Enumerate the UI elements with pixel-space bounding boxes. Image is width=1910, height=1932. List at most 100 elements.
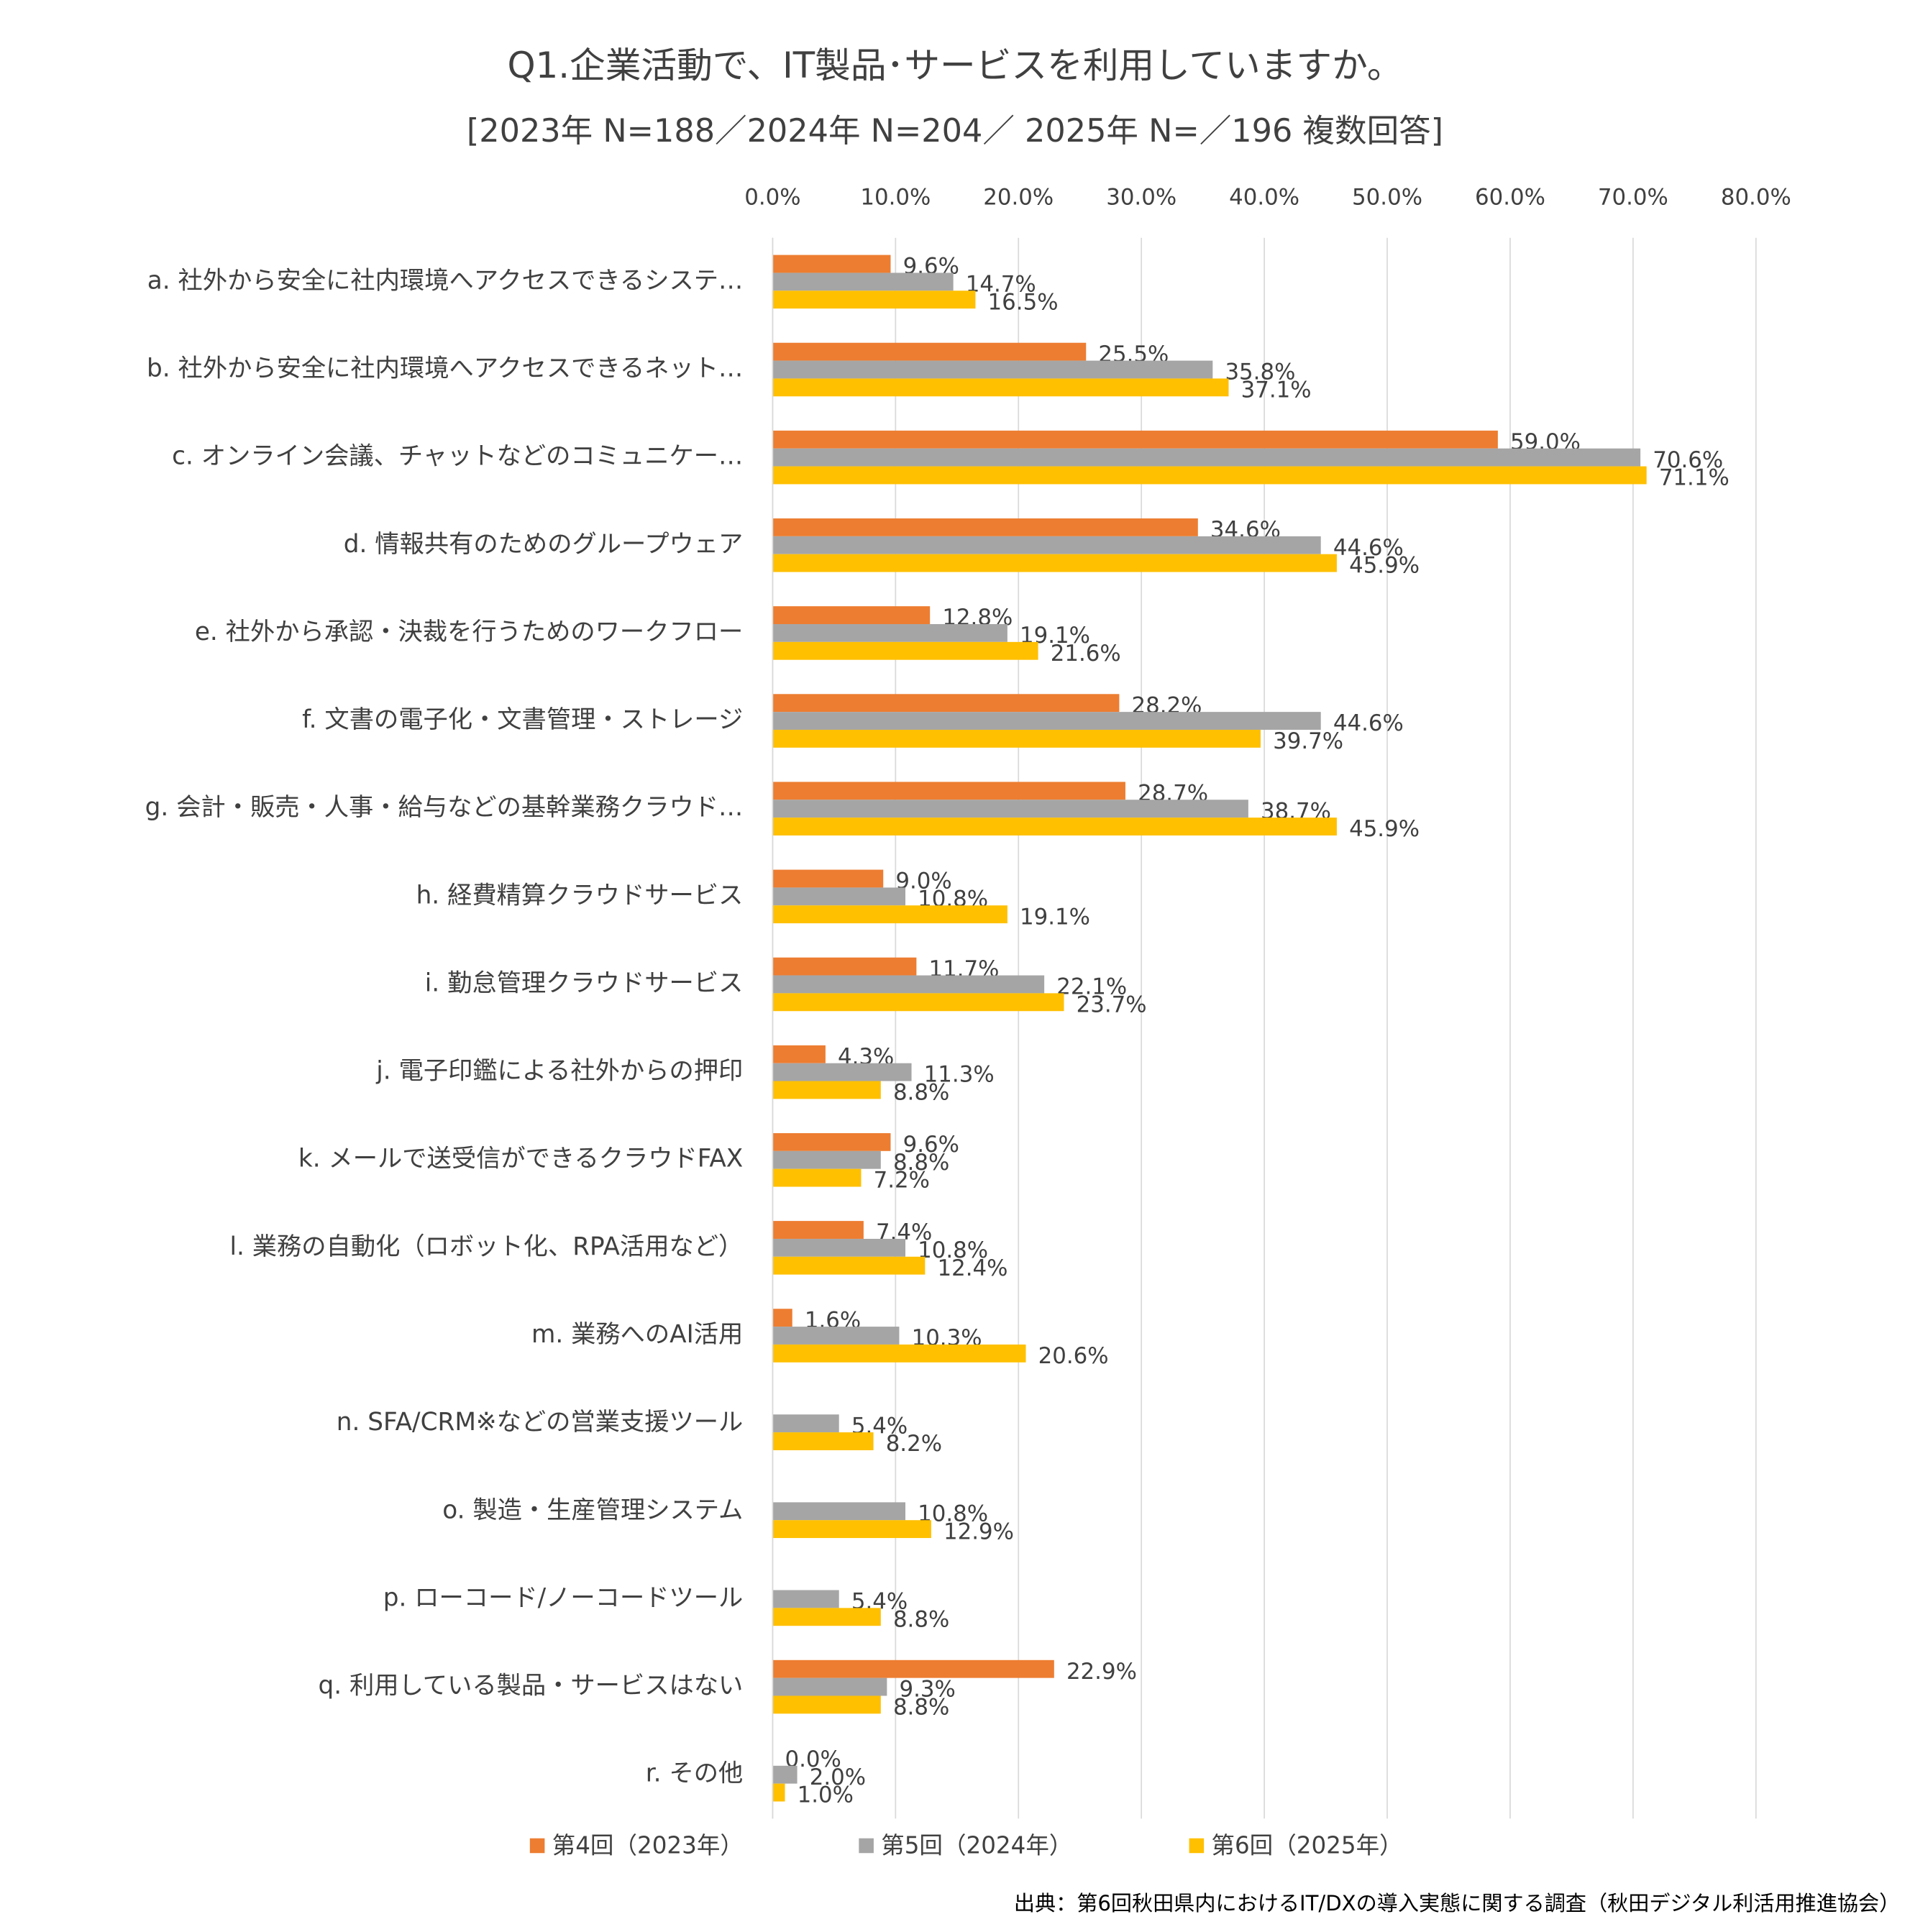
legend-label: 第4回（2023年） xyxy=(552,1832,744,1859)
bar xyxy=(772,1659,1054,1678)
data-label: 9.3% xyxy=(899,1677,955,1703)
y-tick-label: d. 情報共有のためのグループウェア xyxy=(344,530,743,559)
x-tick-label: 70.0% xyxy=(1598,184,1668,210)
data-label: 12.4% xyxy=(937,1255,1007,1281)
y-tick-label: e. 社外から承認・決裁を行うためのワークフロー xyxy=(195,618,743,646)
bar xyxy=(772,518,1198,536)
bar xyxy=(772,466,1647,485)
y-tick-label: m. 業務へのAI活用 xyxy=(531,1320,743,1349)
legend-label: 第6回（2025年） xyxy=(1211,1832,1402,1859)
bar xyxy=(772,800,1248,818)
x-tick-label: 40.0% xyxy=(1229,184,1299,210)
bar xyxy=(772,448,1641,467)
y-tick-label: p. ローコード/ノーコードツール xyxy=(383,1583,744,1612)
bar xyxy=(772,729,1261,748)
bar xyxy=(772,430,1498,449)
y-tick-label: l. 業務の自動化（ロボット化、RPA活用など） xyxy=(229,1232,743,1261)
data-label: 16.5% xyxy=(988,289,1059,315)
bar xyxy=(772,554,1337,572)
bar xyxy=(772,255,891,273)
bar xyxy=(772,342,1087,361)
bar xyxy=(772,641,1038,660)
bar xyxy=(772,1695,881,1714)
bar xyxy=(772,273,954,291)
bar xyxy=(772,1502,905,1521)
x-tick-label: 30.0% xyxy=(1106,184,1176,210)
data-label: 22.1% xyxy=(1056,974,1127,1000)
data-label: 35.8% xyxy=(1225,360,1295,385)
data-label: 70.6% xyxy=(1653,447,1723,473)
data-label: 71.1% xyxy=(1659,465,1729,491)
y-tick-label: k. メールで送受信ができるクラウドFAX xyxy=(298,1145,743,1173)
bar xyxy=(772,536,1321,554)
bar xyxy=(772,905,1007,924)
data-label: 44.6% xyxy=(1333,710,1404,736)
bar xyxy=(772,623,1007,642)
data-label: 23.7% xyxy=(1077,992,1147,1017)
bar xyxy=(772,818,1337,835)
y-tick-label: q. 利用している製品・サービスはない xyxy=(319,1672,744,1700)
data-label: 7.2% xyxy=(874,1168,930,1194)
x-tick-label: 50.0% xyxy=(1352,184,1422,210)
bar xyxy=(772,1327,900,1345)
data-label: 19.1% xyxy=(1020,904,1090,930)
bar xyxy=(772,887,905,906)
bar xyxy=(772,957,917,976)
y-tick-label: o. 製造・生産管理システム xyxy=(442,1496,743,1524)
data-label: 8.8% xyxy=(893,1606,949,1632)
x-tick-label: 20.0% xyxy=(983,184,1054,210)
y-tick-label: n. SFA/CRM※などの営業支援ツール xyxy=(337,1408,743,1437)
bar xyxy=(772,1168,862,1187)
x-tick-label: 10.0% xyxy=(860,184,931,210)
bar xyxy=(772,1783,785,1802)
y-tick-label: h. 経費精算クラウドサービス xyxy=(416,881,744,910)
bar xyxy=(772,1238,905,1257)
bar xyxy=(772,606,931,624)
y-tick-label: r. その他 xyxy=(646,1759,744,1788)
bar xyxy=(772,290,976,309)
bar xyxy=(772,1765,798,1784)
data-label: 12.9% xyxy=(943,1519,1014,1544)
bar xyxy=(772,360,1213,379)
data-label: 21.6% xyxy=(1051,641,1121,667)
data-label: 8.2% xyxy=(886,1431,942,1457)
data-label: 2.0% xyxy=(810,1764,866,1790)
bar xyxy=(772,712,1321,730)
data-label: 8.8% xyxy=(893,1695,949,1721)
data-label: 20.6% xyxy=(1038,1343,1109,1369)
data-label: 10.8% xyxy=(918,1237,988,1263)
bar xyxy=(772,993,1064,1012)
x-tick-label: 60.0% xyxy=(1475,184,1545,210)
legend-label: 第5回（2024年） xyxy=(881,1832,1072,1859)
chart-title: Q1.企業活動で、IT製品･サービスを利用していますか。 xyxy=(507,45,1402,86)
data-label: 22.9% xyxy=(1066,1659,1137,1685)
bar xyxy=(772,1045,826,1063)
legend-swatch xyxy=(529,1838,545,1854)
bar xyxy=(772,1608,881,1626)
data-label: 45.9% xyxy=(1349,816,1420,842)
bar xyxy=(772,1063,912,1081)
bar xyxy=(772,1677,887,1696)
data-label: 8.8% xyxy=(893,1080,949,1106)
y-tick-label: a. 社外から安全に社内環境へアクセスできるシステ… xyxy=(147,266,743,295)
bar xyxy=(772,694,1120,713)
legend-swatch xyxy=(859,1838,874,1854)
bar xyxy=(772,869,884,888)
x-tick-label: 80.0% xyxy=(1721,184,1791,210)
data-label: 8.8% xyxy=(893,1150,949,1176)
y-tick-label: c. オンライン会議、チャットなどのコミュニケー… xyxy=(172,442,743,471)
bar xyxy=(772,1309,792,1327)
y-tick-label: i. 勤怠管理クラウドサービス xyxy=(425,969,743,997)
data-label: 45.9% xyxy=(1349,553,1420,579)
chart-subtitle: [2023年 N=188／2024年 N=204／ 2025年 N=／196 複… xyxy=(467,112,1443,150)
bar xyxy=(772,782,1125,800)
bar xyxy=(772,378,1229,397)
source-note: 出典：第6回秋田県内におけるIT/DXの導入実態に関する調査（秋田デジタル利活用… xyxy=(1014,1891,1900,1915)
bar xyxy=(772,1132,891,1151)
data-label: 11.3% xyxy=(924,1062,995,1088)
data-label: 1.0% xyxy=(798,1782,854,1808)
bar xyxy=(772,1414,839,1433)
bar xyxy=(772,1081,881,1099)
